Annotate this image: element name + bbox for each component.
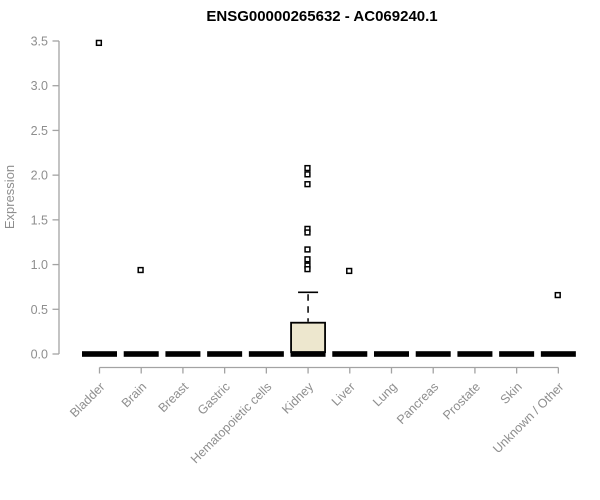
category-label: Hematopoietic cells [188,380,275,467]
box-group [165,351,201,357]
category-label: Unknown / Other [490,380,566,456]
category-label: Kidney [279,379,316,416]
category-label: Prostate [440,380,483,423]
median-bar [457,351,493,357]
category-label: Pancreas [394,380,441,427]
y-axis: 0.0 0.5 1.0 1.5 2.0 2.5 3.0 3.5 [31,34,60,362]
y-tick-label: 1.5 [31,213,48,227]
box-group [82,39,117,357]
box-group [373,351,409,357]
box-group [290,164,326,357]
box-group [332,267,368,357]
category-label: Skin [498,380,525,407]
outlier-point [554,291,561,299]
outlier-point [346,267,353,275]
y-tick-label: 3.5 [31,34,48,48]
median-bar [290,351,326,357]
box-group [207,351,243,357]
category-label: Breast [156,379,192,415]
median-bar [499,351,535,357]
category-label: Lung [370,380,400,410]
box [290,321,326,354]
outlier-point [304,171,311,178]
box-group [248,351,284,357]
outlier-point [304,256,311,263]
outlier-point [95,39,103,47]
category-label: Brain [119,380,150,411]
box-series [82,39,576,357]
y-tick-label: 1.0 [31,258,48,272]
outlier-point [304,246,311,253]
chart-title: ENSG00000265632 - AC069240.1 [206,8,437,25]
median-bar [415,351,451,357]
category-label: Liver [329,380,358,409]
median-bar [165,351,201,357]
median-bar [373,351,409,357]
y-tick-label: 0.0 [31,348,48,362]
outlier-point [304,181,311,188]
category-label: Gastric [195,380,233,418]
median-bar [207,351,243,357]
category-label: Bladder [67,380,107,420]
y-tick-label: 0.5 [31,303,48,317]
outlier-point [304,229,311,236]
median-bar [332,351,368,357]
y-tick-label: 2.0 [31,169,48,183]
median-bar [123,351,159,357]
outlier-point [304,265,311,273]
median-bar [540,351,576,357]
box-group [123,266,159,357]
y-axis-label: Expression [2,165,17,229]
y-tick-label: 2.5 [31,124,48,138]
median-bar [82,351,117,357]
outlier-point [137,266,144,274]
box-group [415,351,451,357]
y-tick-label: 3.0 [31,79,48,93]
box-group [499,351,535,357]
outlier-point [304,164,311,172]
box-group [540,291,576,357]
box-group [457,351,493,357]
median-bar [248,351,284,357]
